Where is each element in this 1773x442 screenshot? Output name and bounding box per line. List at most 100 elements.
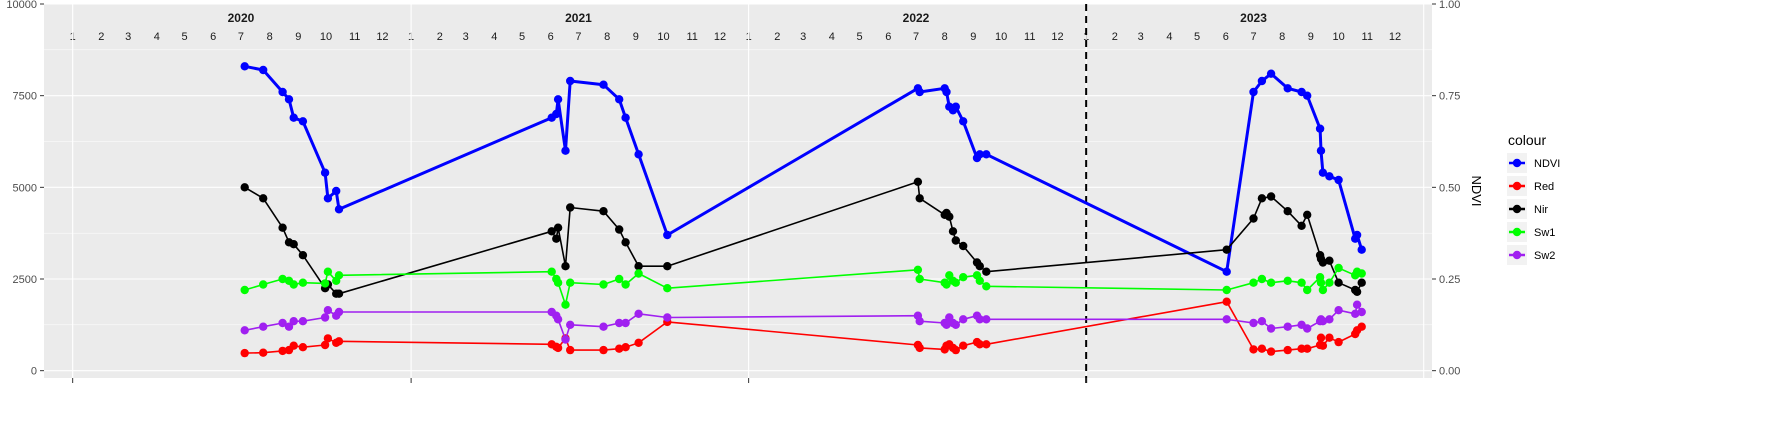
data-point	[259, 348, 268, 357]
data-point	[1249, 87, 1258, 97]
month-label: 2	[98, 31, 104, 43]
data-point	[334, 289, 344, 298]
data-point	[1352, 230, 1362, 240]
data-point	[320, 313, 330, 322]
data-point	[1303, 344, 1312, 353]
legend-key-point	[1512, 158, 1522, 168]
month-label: 8	[942, 31, 948, 43]
data-point	[948, 227, 958, 236]
data-point	[323, 306, 333, 315]
data-point	[1352, 287, 1362, 296]
data-point	[1318, 285, 1328, 295]
data-point	[663, 313, 672, 322]
data-point	[1315, 124, 1325, 133]
data-point	[615, 225, 624, 234]
series-red	[240, 297, 1366, 358]
legend-item-sw2: Sw2	[1507, 245, 1555, 265]
data-point	[615, 274, 624, 284]
data-point	[547, 227, 556, 236]
series-sw1	[240, 263, 1366, 309]
month-label: 6	[885, 31, 891, 43]
legend-item-sw1: Sw1	[1507, 222, 1555, 242]
data-point	[1257, 76, 1267, 86]
legend-label: Red	[1534, 181, 1554, 193]
data-point	[1249, 345, 1258, 354]
data-point	[323, 194, 333, 203]
data-point	[1303, 324, 1312, 333]
month-label: 8	[604, 31, 610, 43]
data-point	[621, 113, 630, 122]
legend-key-point	[1512, 204, 1522, 214]
month-label: 7	[575, 31, 581, 43]
gridlines	[44, 3, 1432, 378]
data-point	[298, 317, 308, 326]
month-label: 9	[1308, 31, 1314, 43]
data-point	[561, 335, 570, 344]
data-point	[1283, 84, 1292, 93]
data-point	[621, 238, 630, 247]
data-point	[942, 280, 951, 289]
data-point	[278, 274, 287, 284]
legend: colour NDVI Red Nir Sw1 Sw2	[1507, 132, 1560, 265]
data-point	[915, 274, 924, 284]
month-label: 3	[800, 31, 806, 43]
data-point	[1334, 175, 1343, 185]
month-label: 4	[829, 31, 835, 43]
data-point	[1297, 278, 1306, 287]
data-point	[615, 95, 624, 104]
data-point	[289, 240, 298, 249]
year-label: 2022	[903, 11, 930, 25]
month-label: 7	[913, 31, 919, 43]
data-point	[334, 271, 344, 280]
y-tick-label: 10000	[6, 0, 37, 11]
series-nir	[240, 177, 1366, 298]
data-point	[959, 117, 968, 126]
data-point	[278, 223, 287, 232]
data-point	[621, 343, 630, 352]
month-label: 11	[687, 31, 698, 43]
month-label: 5	[519, 31, 525, 43]
data-point	[1257, 194, 1267, 203]
data-point	[553, 95, 563, 104]
data-point	[1325, 333, 1334, 342]
data-point	[1351, 309, 1360, 318]
data-point	[942, 320, 951, 329]
data-point	[1318, 317, 1328, 326]
y-tick-label: 7500	[13, 91, 37, 103]
data-point	[547, 267, 556, 276]
data-point	[634, 150, 643, 159]
series-layer	[240, 62, 1366, 358]
month-label: 9	[295, 31, 301, 43]
month-label: 7	[238, 31, 244, 43]
year-label: 2023	[1240, 11, 1267, 25]
data-point	[240, 285, 249, 295]
data-point	[959, 341, 968, 350]
data-point	[913, 265, 923, 274]
month-label: 2	[437, 31, 443, 43]
data-point	[982, 150, 991, 159]
y-tick-label: 0	[31, 366, 37, 378]
data-point	[1249, 318, 1258, 328]
data-point	[284, 95, 294, 104]
data-point	[1357, 278, 1366, 287]
data-point	[951, 345, 960, 355]
month-label: 7	[1250, 31, 1256, 43]
data-point	[278, 318, 287, 328]
data-point	[959, 315, 968, 324]
y2-axis-title: NDVI	[1469, 175, 1484, 206]
data-point	[1222, 245, 1231, 254]
year-label: 2020	[228, 11, 255, 25]
data-point	[1249, 214, 1258, 223]
data-point	[259, 65, 268, 75]
data-point	[1257, 274, 1267, 284]
data-point	[663, 230, 672, 240]
data-point	[959, 273, 968, 282]
data-point	[323, 267, 333, 276]
data-point	[1257, 344, 1267, 353]
data-point	[320, 340, 330, 350]
data-point	[1325, 278, 1334, 287]
data-point	[1303, 285, 1312, 295]
data-point	[289, 280, 298, 289]
data-point	[1283, 345, 1292, 355]
series-ndvi	[240, 62, 1366, 276]
